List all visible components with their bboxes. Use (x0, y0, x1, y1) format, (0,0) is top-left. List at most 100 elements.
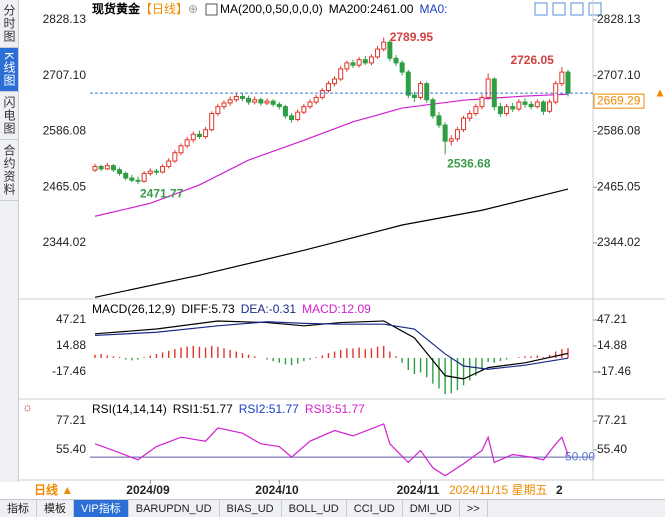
tool-icon[interactable] (588, 2, 602, 16)
side-tab[interactable]: K线图 (0, 48, 18, 93)
bottom-tabs: 指标 模板 VIP指标 BARUPDN_UD BIAS_UD BOLL_UD CCI_UD D… (0, 499, 665, 517)
candle-body (184, 139, 190, 147)
candle-body (424, 83, 430, 101)
bottom-tab[interactable]: CCI_UD (347, 500, 403, 517)
bottom-tab[interactable]: >> (460, 500, 488, 517)
candle-body (98, 166, 104, 170)
candle-body (160, 166, 166, 173)
candle-body (190, 133, 196, 141)
candle-body (368, 56, 374, 64)
x-tick-label: 2024/11 (397, 483, 440, 497)
side-tab[interactable]: 分时图 (0, 0, 18, 48)
y-tick-label-left: -17.46 (52, 364, 86, 378)
bottom-tab[interactable]: 指标 (0, 500, 37, 517)
candle-body (123, 172, 129, 179)
indicator-label: MA(200,0,50,0,0,0) (220, 2, 323, 16)
y-tick-label: 2344.02 (597, 235, 641, 249)
bottom-tab[interactable]: BARUPDN_UD (129, 500, 220, 517)
symbol-title: 现货黄金 (92, 1, 141, 16)
extreme-label: 2726.05 (510, 53, 554, 67)
bottom-tab[interactable]: BIAS_UD (220, 500, 282, 517)
candle-body (399, 62, 405, 73)
bottom-tab[interactable]: VIP指标 (74, 500, 129, 517)
candle-body (528, 103, 534, 108)
candle-body (454, 129, 460, 140)
candle-body (129, 177, 135, 181)
candle-body (565, 71, 571, 94)
y-tick-label: 2707.10 (597, 68, 641, 82)
legend-entry: MACD:12.09 (302, 302, 371, 316)
candle-body (442, 124, 448, 142)
candle-body (178, 145, 184, 154)
period-toggle[interactable]: 日线 ▲ (34, 482, 73, 497)
y-tick-label-left: 2707.10 (43, 68, 87, 82)
extreme-label: 2471.77 (140, 186, 184, 200)
y-tick-label-left: 47.21 (56, 312, 86, 326)
candle-body (147, 170, 153, 174)
candle-body (473, 106, 479, 115)
candle-body (110, 165, 116, 171)
candle-body (485, 78, 491, 98)
candle-body (510, 106, 516, 110)
y-tick-label: 2586.08 (597, 124, 641, 138)
x-tick-label: 2024/10 (255, 483, 299, 497)
line-series (94, 321, 569, 370)
y-tick-label: 2828.13 (597, 12, 641, 26)
candle-body (196, 133, 202, 138)
candle-body (92, 166, 98, 171)
cursor-date: 2024/11/15 星期五 (449, 483, 548, 497)
candle-body (319, 90, 325, 98)
candle-body (295, 111, 301, 121)
candle-body (393, 57, 399, 64)
candle-body (338, 68, 344, 80)
tool-icon[interactable] (570, 2, 584, 16)
extreme-label: 2789.95 (390, 30, 434, 44)
x-tail: 2 (556, 483, 563, 497)
side-tab[interactable]: 合约资料 (0, 140, 18, 202)
candle-body (461, 117, 467, 131)
candle-body (153, 170, 159, 173)
last-price-box (593, 93, 645, 109)
tool-icon[interactable] (552, 2, 566, 16)
candle-body (497, 106, 503, 115)
indicator-icon[interactable] (205, 3, 218, 16)
extreme-label: 2536.68 (447, 156, 491, 170)
y-tick-label-left: 2465.05 (43, 179, 87, 193)
candle-body (522, 101, 528, 105)
candle-body (289, 115, 295, 121)
candle-body (332, 78, 338, 85)
candle-body (350, 62, 356, 66)
candle-body (104, 165, 110, 170)
candle-body (479, 96, 485, 108)
line-series (94, 320, 569, 380)
candle-body (172, 152, 178, 162)
bottom-tab[interactable]: BOLL_UD (282, 500, 347, 517)
candle-body (209, 113, 215, 131)
y-tick-label-left: 14.88 (56, 338, 86, 352)
candle-body (356, 59, 362, 66)
legend-entry: DEA:-0.31 (241, 302, 297, 316)
candle-body (117, 169, 123, 174)
y-tick-label: 14.88 (597, 338, 627, 352)
candle-body (258, 99, 264, 104)
candle-body (344, 62, 350, 70)
y-tick-label-left: 2586.08 (43, 124, 87, 138)
rsi-icon[interactable]: ☼ (22, 400, 33, 414)
line-series (94, 188, 569, 298)
side-tab[interactable]: 闪电图 (0, 92, 18, 141)
add-icon[interactable]: ⊕ (188, 2, 198, 16)
y-tick-label: 55.40 (597, 442, 627, 456)
x-tick-label: 2024/09 (126, 483, 170, 497)
candle-body (203, 129, 209, 138)
candle-body (270, 100, 276, 105)
bottom-tab[interactable]: 模板 (37, 500, 74, 517)
bottom-tab[interactable]: DMI_UD (403, 500, 460, 517)
candle-body (264, 100, 270, 104)
candle-body (418, 83, 424, 98)
legend-entry: RSI1:51.77 (173, 402, 233, 416)
tool-icon[interactable] (534, 2, 548, 16)
candle-body (430, 99, 436, 117)
candle-body (227, 99, 233, 104)
y-tick-label: -17.46 (597, 364, 631, 378)
candle-body (325, 83, 331, 92)
